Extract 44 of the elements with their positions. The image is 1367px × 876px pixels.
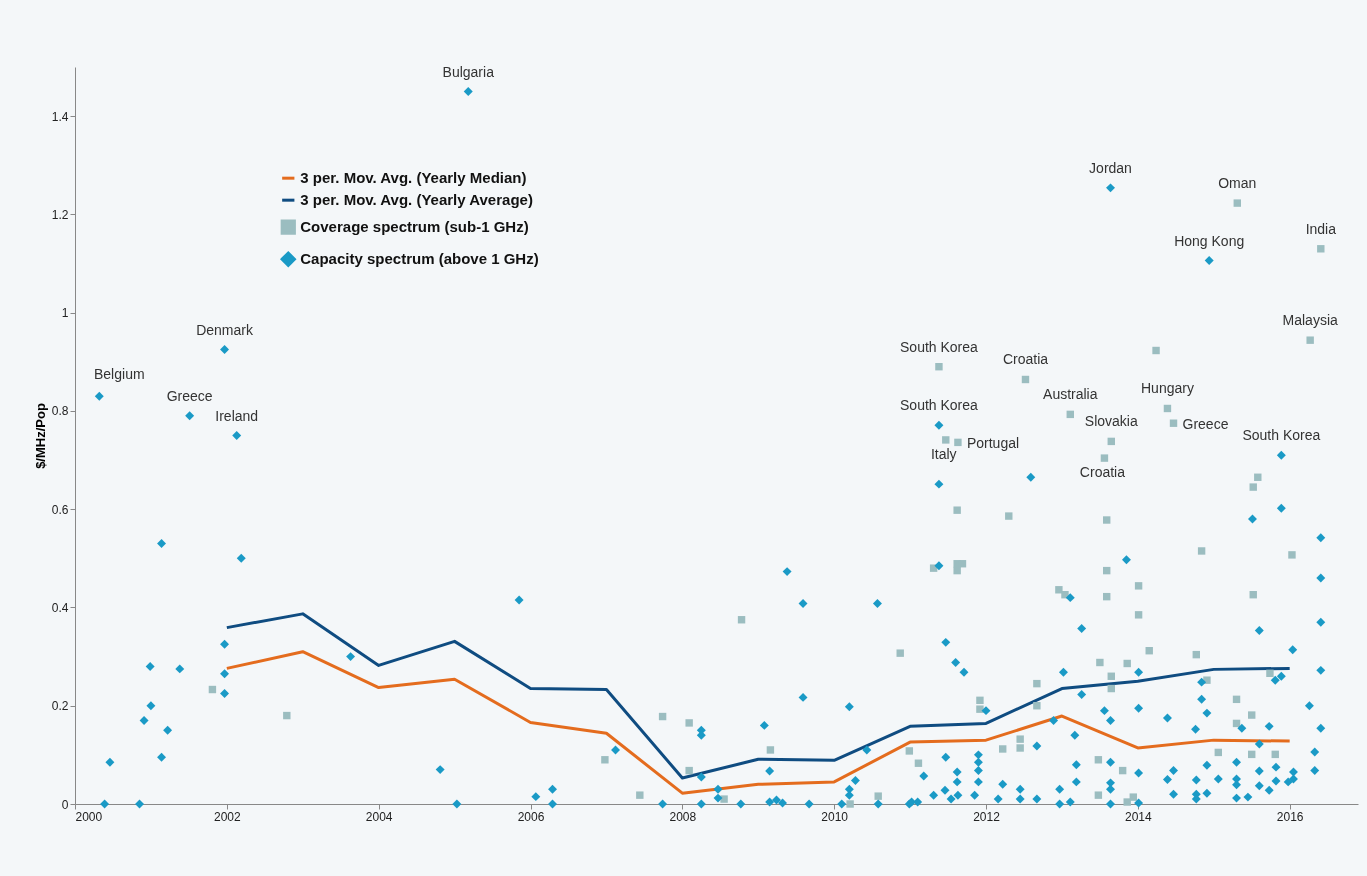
x-tick-label: 2006	[517, 809, 545, 824]
y-tick-label: 0	[61, 797, 69, 812]
annotation: Greece	[1182, 416, 1229, 433]
annotation: South Korea	[900, 397, 979, 414]
legend-label: 3 per. Mov. Avg. (Yearly Average)	[300, 191, 533, 209]
annotation: Portugal	[966, 435, 1020, 452]
annotation: Bulgaria	[442, 63, 495, 80]
x-tick-label: 2012	[973, 809, 1001, 824]
legend-label: Capacity spectrum (above 1 GHz)	[300, 250, 539, 268]
annotation: India	[1305, 220, 1337, 237]
x-tick-label: 2010	[821, 809, 849, 824]
annotation: Ireland	[215, 407, 259, 424]
annotation: Slovakia	[1084, 413, 1138, 430]
annotation: Jordan	[1089, 159, 1132, 176]
legend-label: 3 per. Mov. Avg. (Yearly Median)	[300, 169, 527, 187]
x-tick-label: 2016	[1276, 809, 1304, 824]
annotation: South Korea	[900, 338, 979, 355]
annotation: South Korea	[1242, 427, 1321, 444]
y-tick-label: 1.2	[51, 207, 69, 222]
x-tick-label: 2004	[365, 809, 393, 824]
annotation: Hong Kong	[1174, 232, 1245, 249]
annotation: Denmark	[196, 321, 254, 338]
x-tick-label: 2008	[669, 809, 697, 824]
y-tick-label: 0.8	[51, 404, 69, 419]
legend-label: Coverage spectrum (sub-1 GHz)	[300, 218, 529, 236]
annotation: Malaysia	[1282, 312, 1338, 329]
y-tick-label: 0.6	[51, 502, 69, 517]
annotation: Italy	[930, 445, 957, 462]
x-tick-label: 2000	[75, 809, 103, 824]
line-series	[225, 612, 1292, 780]
annotation: Greece	[166, 387, 213, 404]
annotation: Croatia	[1002, 351, 1049, 368]
annotation: Hungary	[1140, 380, 1194, 397]
annotation: Australia	[1043, 386, 1098, 403]
y-tick-label: 0.4	[51, 600, 69, 615]
y-tick-label: 1	[61, 306, 69, 321]
annotation: Belgium	[94, 366, 145, 383]
annotation: Oman	[1218, 175, 1257, 192]
x-tick-label: 2002	[213, 809, 241, 824]
annotation: Croatia	[1079, 464, 1126, 481]
y-tick-label: 1.4	[51, 109, 69, 124]
y-tick-label: 0.2	[51, 699, 69, 714]
y-axis-title: $/MHz/Pop	[32, 403, 48, 469]
x-tick-label: 2014	[1124, 809, 1153, 824]
